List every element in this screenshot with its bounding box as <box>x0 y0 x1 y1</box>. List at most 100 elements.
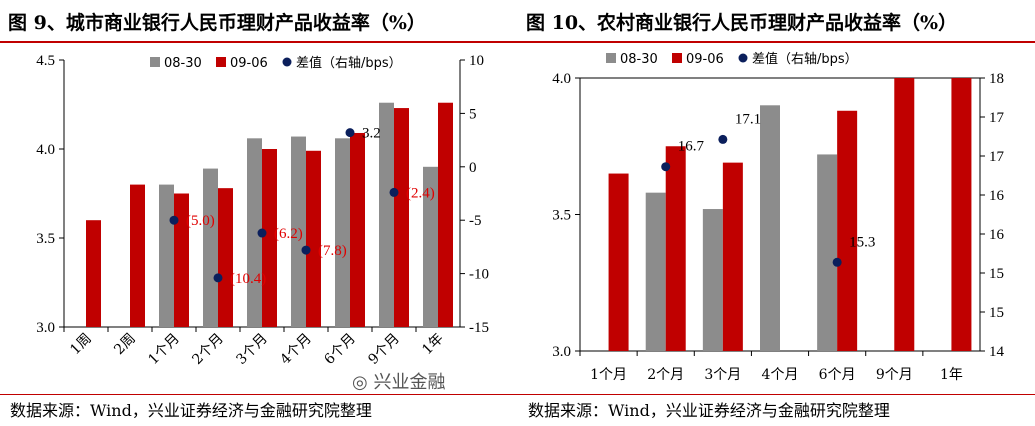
y2-tick-label: 10 <box>469 53 484 69</box>
chart-panel-right: 图 10、农村商业银行人民币理财产品收益率（%） 3.0 3.5 4.0 18 17 17… <box>518 0 1035 426</box>
x-tick-label: 2个月 <box>647 367 684 383</box>
x-tick-label: 1个月 <box>590 367 627 383</box>
title-divider <box>518 41 1035 43</box>
legend-marker <box>216 57 226 67</box>
title-divider <box>0 41 518 43</box>
scatter-point <box>661 162 671 172</box>
bar-09-06 <box>130 184 145 327</box>
bar-09-06 <box>350 132 365 327</box>
data-label: (7.8) <box>318 243 347 259</box>
y2-tick-label: 16 <box>989 188 1005 204</box>
scatter-point <box>718 134 728 144</box>
y2-tick-label: -5 <box>469 213 482 229</box>
bar-09-06 <box>608 173 629 351</box>
y2-tick-label: 17 <box>989 149 1005 165</box>
y-tick-label: 3.5 <box>552 208 571 224</box>
bar-08-30 <box>817 154 838 351</box>
bar-09-06 <box>438 102 453 327</box>
bar-08-30 <box>379 102 394 327</box>
bar-09-06 <box>722 162 743 351</box>
bar-08-30 <box>760 105 780 351</box>
y2-tick-label: 0 <box>469 160 477 176</box>
bar-09-06 <box>894 78 915 351</box>
x-tick-label: 1周 <box>67 331 95 359</box>
scatter-point <box>257 228 267 238</box>
scatter-point <box>345 128 355 138</box>
y2-tick-label: 15 <box>989 305 1004 321</box>
y-tick-label: 4.0 <box>552 71 571 87</box>
watermark: ◎ 兴业金融 <box>352 368 445 394</box>
bar-09-06 <box>394 108 409 327</box>
source-divider <box>0 394 518 395</box>
source-note: 数据来源：Wind，兴业证券经济与金融研究院整理 <box>10 401 372 420</box>
data-label: (10.4) <box>230 271 266 287</box>
y2-tick-label: 15 <box>989 266 1004 282</box>
legend-label: 09-06 <box>230 56 268 71</box>
x-tick-label: 6个月 <box>321 331 358 368</box>
chart-svg-rural-banks: 3.0 3.5 4.0 18 17 17 16 16 15 15 14 1个月 2个月 3个月 4个月 6个月… <box>552 51 1005 383</box>
bar-08-30 <box>423 166 438 327</box>
bar-09-06 <box>218 188 233 327</box>
wechat-icon: ◎ <box>352 372 368 393</box>
scatter-point <box>389 187 399 197</box>
y2-tick-label: 17 <box>989 110 1005 126</box>
x-tick-label: 2个月 <box>189 331 226 368</box>
data-label: 17.1 <box>735 111 761 127</box>
data-label: (6.2) <box>274 226 303 242</box>
data-label: 3.2 <box>362 126 381 142</box>
bar-09-06 <box>86 220 101 327</box>
scatter-point <box>213 273 223 283</box>
bar-08-30 <box>702 209 723 351</box>
scatter-point <box>169 215 179 225</box>
chart-title: 图 9、城市商业银行人民币理财产品收益率（%） <box>8 12 426 34</box>
x-tick-label: 3个月 <box>233 331 270 368</box>
x-tick-label: 4个月 <box>277 331 314 368</box>
x-tick-label: 9个月 <box>876 367 913 383</box>
bar-09-06 <box>837 110 858 351</box>
x-tick-label: 1年 <box>419 331 447 359</box>
legend-marker <box>150 57 160 67</box>
y-tick-label: 3.0 <box>36 320 55 336</box>
chart-title: 图 10、农村商业银行人民币理财产品收益率（%） <box>526 12 958 34</box>
legend-marker <box>282 57 292 67</box>
source-note: 数据来源：Wind，兴业证券经济与金融研究院整理 <box>528 401 890 420</box>
y-tick-label: 3.0 <box>552 344 571 360</box>
x-tick-label: 4个月 <box>762 367 799 383</box>
legend-label: 差值（右轴/bps） <box>296 55 402 71</box>
bar-09-06 <box>665 146 686 351</box>
y2-tick-label: -15 <box>469 320 489 336</box>
legend-label: 08-30 <box>164 56 202 71</box>
x-tick-label: 3个月 <box>704 367 741 383</box>
x-tick-label: 9个月 <box>365 331 402 368</box>
legend-label: 差值（右轴/bps） <box>752 51 858 67</box>
chart-svg-city-banks: 3.0 3.5 4.0 4.5 10 5 0 -5 -10 -15 1周 2周 1个月 2个月 3个月 4个月… <box>36 53 489 368</box>
bar-09-06 <box>306 150 321 327</box>
data-label: 15.3 <box>849 234 875 250</box>
y2-tick-label: 18 <box>989 71 1004 87</box>
source-divider <box>518 394 1035 395</box>
legend-marker <box>672 53 682 63</box>
y-tick-label: 4.0 <box>36 142 55 158</box>
y2-tick-label: 5 <box>469 106 477 122</box>
x-tick-label: 1年 <box>940 367 963 383</box>
chart-panel-left: 图 9、城市商业银行人民币理财产品收益率（%） 3.0 3.5 4.0 4.5 10 5 0… <box>0 12 518 420</box>
y2-tick-label: 16 <box>989 227 1005 243</box>
bar-08-30 <box>291 136 306 327</box>
y-tick-label: 4.5 <box>36 53 55 69</box>
data-label: (5.0) <box>186 213 215 229</box>
bar-09-06 <box>174 193 189 327</box>
bar-08-30 <box>645 192 666 351</box>
scatter-point <box>301 245 311 255</box>
x-tick-label: 1个月 <box>145 331 182 368</box>
x-tick-label: 2周 <box>111 331 139 359</box>
data-label: (2.4) <box>406 185 435 201</box>
bar-08-30 <box>247 138 262 327</box>
legend-label: 09-06 <box>686 52 724 67</box>
y2-tick-label: -10 <box>469 267 489 283</box>
bar-09-06 <box>951 78 972 351</box>
scatter-point <box>832 257 842 267</box>
data-label: 16.7 <box>678 139 705 155</box>
legend-marker <box>738 53 748 63</box>
bar-09-06 <box>262 149 277 327</box>
watermark-text: 兴业金融 <box>373 372 446 393</box>
